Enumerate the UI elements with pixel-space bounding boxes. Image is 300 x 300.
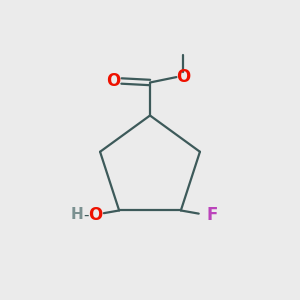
Text: -: -: [83, 208, 89, 223]
Text: O: O: [88, 206, 102, 224]
Text: H: H: [71, 208, 83, 223]
Text: O: O: [106, 72, 120, 90]
Text: F: F: [206, 206, 218, 224]
Text: O: O: [176, 68, 190, 86]
